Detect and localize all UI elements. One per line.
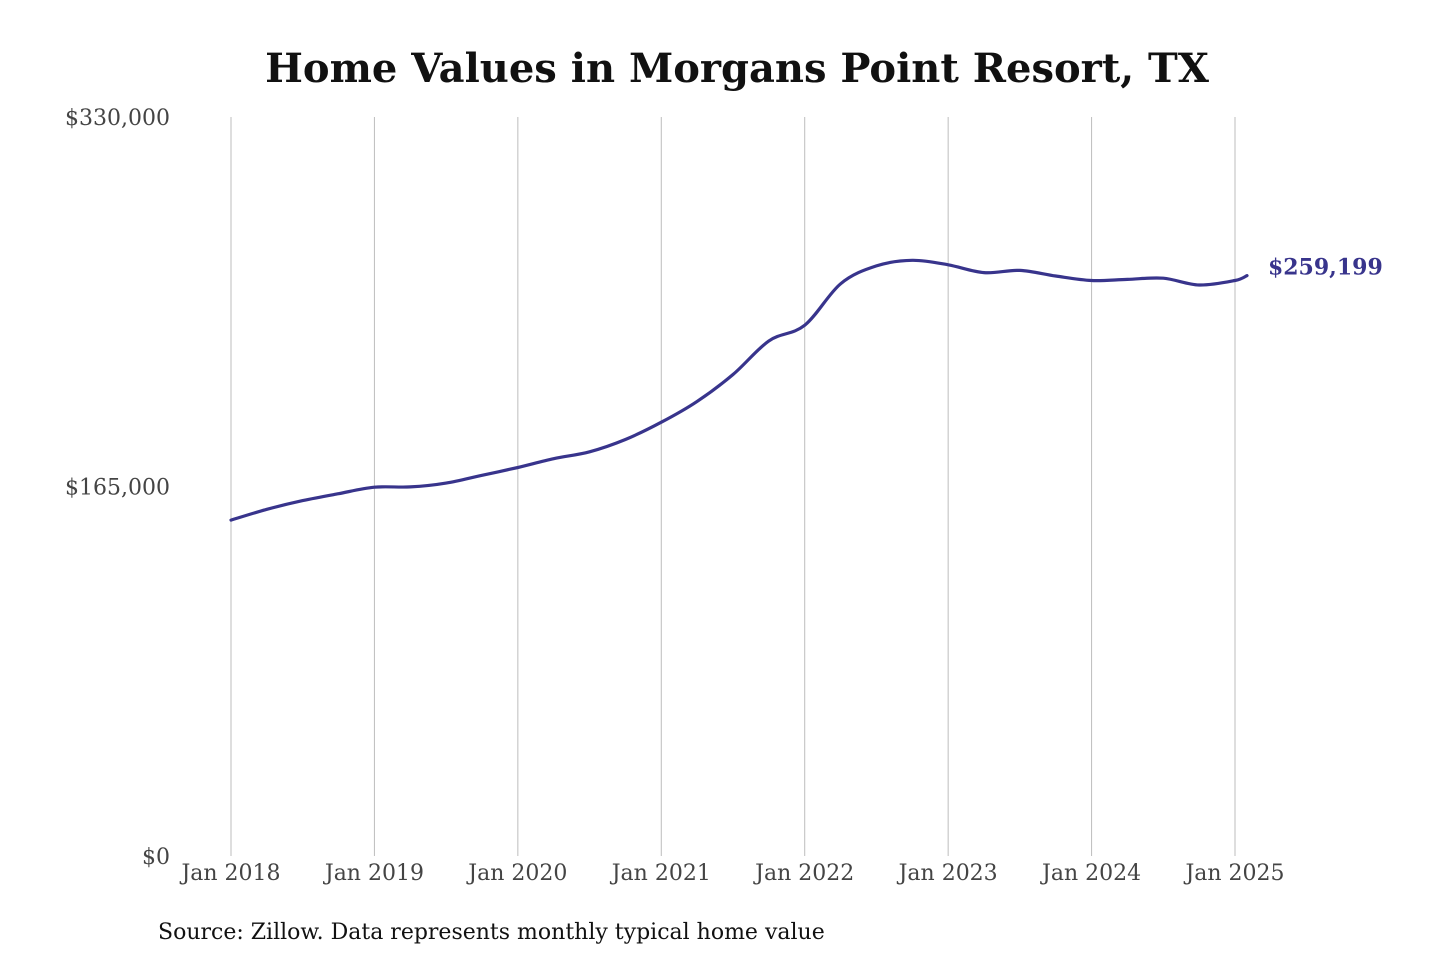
x-tick-label: Jan 2023	[897, 861, 998, 886]
source-note: Source: Zillow. Data represents monthly …	[158, 920, 825, 945]
end-value-label: $259,199	[1268, 255, 1383, 281]
y-tick-label: $0	[142, 845, 170, 870]
x-tick-label: Jan 2025	[1183, 861, 1284, 886]
grid-lines	[230, 117, 1236, 856]
x-tick-label: Jan 2021	[610, 861, 711, 886]
y-tick-label: $165,000	[65, 476, 170, 501]
series-lines	[229, 258, 1249, 522]
series-line	[229, 258, 1249, 522]
x-tick-label: Jan 2024	[1040, 861, 1141, 886]
x-tick-label: Jan 2020	[466, 861, 567, 886]
y-axis-ticks: $0 $165,000 $330,000	[65, 106, 170, 870]
x-tick-label: Jan 2022	[753, 861, 854, 886]
chart-title: Home Values in Morgans Point Resort, TX	[265, 45, 1209, 92]
x-tick-label: Jan 2019	[323, 861, 424, 886]
x-tick-label: Jan 2018	[179, 861, 280, 886]
y-tick-label: $330,000	[65, 106, 170, 131]
x-axis-ticks: Jan 2018 Jan 2019 Jan 2020 Jan 2021 Jan 2022…	[179, 861, 1284, 886]
